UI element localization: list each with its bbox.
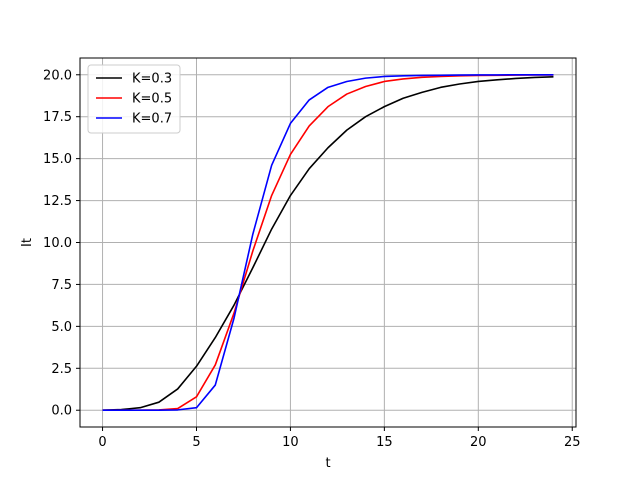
- legend-entry-label: K=0.5: [132, 92, 172, 107]
- x-tick-label: 20: [470, 435, 487, 450]
- y-tick-label: 10.0: [43, 236, 72, 251]
- x-tick-label: 25: [564, 435, 581, 450]
- y-tick-label: 0.0: [51, 404, 72, 419]
- grid-lines: [80, 58, 576, 427]
- y-axis-label: It: [20, 238, 35, 247]
- y-tick-label: 17.5: [43, 110, 72, 125]
- legend-entry-label: K=0.7: [132, 112, 172, 127]
- x-axis-label: t: [325, 456, 330, 471]
- series-lines: [102, 73, 554, 412]
- y-tick-label: 7.5: [51, 278, 72, 293]
- y-tick-label: 12.5: [43, 194, 72, 209]
- x-tick-label: 15: [376, 435, 393, 450]
- series-line-k-0-3: [102, 75, 554, 412]
- y-axis-ticks: 0.0 2.5 5.0 7.5 10.0 12.5 15.0 17.5 20.0: [43, 68, 80, 419]
- legend: K=0.3 K=0.5 K=0.7: [87, 64, 181, 134]
- legend-box: [87, 64, 181, 134]
- y-tick-label: 20.0: [43, 68, 72, 83]
- legend-entry-label: K=0.3: [132, 72, 172, 87]
- series-line-k-0-7: [102, 73, 554, 412]
- x-axis-ticks: 0 5 10 15 20 25: [98, 427, 581, 450]
- y-tick-label: 15.0: [43, 152, 72, 167]
- x-tick-label: 0: [98, 435, 106, 450]
- y-tick-label: 2.5: [51, 362, 72, 377]
- x-tick-label: 10: [282, 435, 299, 450]
- x-tick-label: 5: [192, 435, 200, 450]
- y-tick-label: 5.0: [51, 320, 72, 335]
